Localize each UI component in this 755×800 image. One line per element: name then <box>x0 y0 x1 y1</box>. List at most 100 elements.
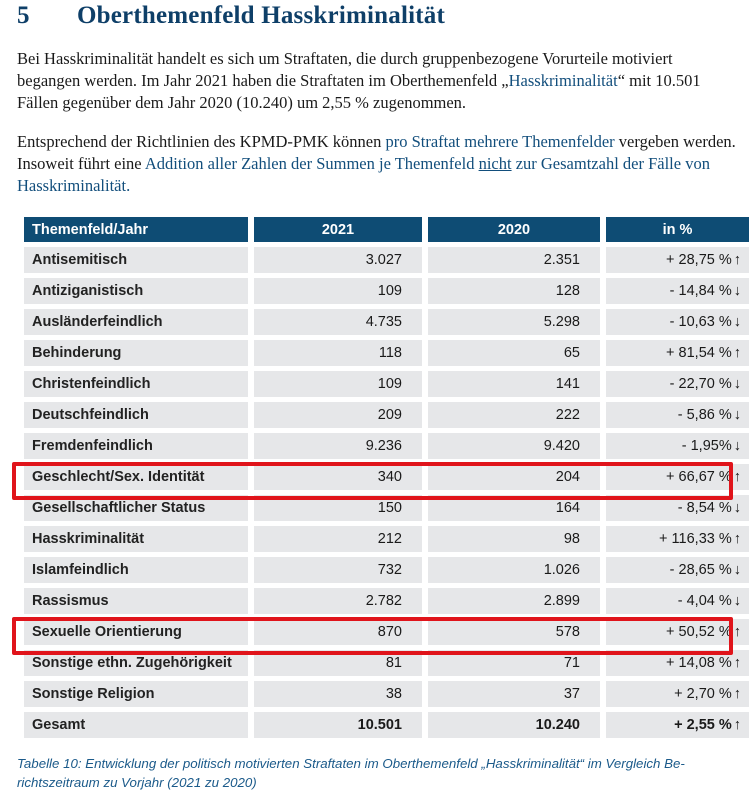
percent-change: + 50,52 % ↑ <box>606 619 749 645</box>
percent-value: + 116,33 % <box>659 531 732 547</box>
value-2021: 212 <box>254 526 422 552</box>
arrow-up-icon: ↑ <box>733 469 741 485</box>
value-2021: 3.027 <box>254 247 422 273</box>
table-row: Antisemitisch 3.027 2.351 + 28,75 % ↑ <box>24 247 749 273</box>
arrow-down-icon: ↓ <box>733 314 741 330</box>
percent-value: + 14,08 % <box>666 655 732 671</box>
arrow-up-icon: ↑ <box>733 624 741 640</box>
percent-change: - 1,95% ↓ <box>606 433 749 459</box>
arrow-up-icon: ↑ <box>733 531 741 547</box>
table-row: Rassismus 2.782 2.899 - 4,04 % ↓ <box>24 588 749 614</box>
intro-paragraph: Bei Hasskriminalität handelt es sich um … <box>17 48 737 114</box>
row-label: Deutschfeindlich <box>24 402 248 428</box>
row-label: Sonstige Religion <box>24 681 248 707</box>
table-row: Fremdenfeindlich 9.236 9.420 - 1,95% ↓ <box>24 433 749 459</box>
arrow-down-icon: ↓ <box>733 438 741 454</box>
row-label: Geschlecht/Sex. Identität <box>24 464 248 490</box>
row-label: Islamfeindlich <box>24 557 248 583</box>
percent-change: - 5,86 % ↓ <box>606 402 749 428</box>
percent-change: + 28,75 % ↑ <box>606 247 749 273</box>
arrow-down-icon: ↓ <box>733 407 741 423</box>
percent-value: + 50,52 % <box>666 624 732 640</box>
row-label: Sexuelle Orientierung <box>24 619 248 645</box>
percent-change: - 22,70 % ↓ <box>606 371 749 397</box>
value-2020: 578 <box>428 619 600 645</box>
value-2020: 10.240 <box>428 712 600 738</box>
value-2021: 732 <box>254 557 422 583</box>
table-row: Islamfeindlich 732 1.026 - 28,65 % ↓ <box>24 557 749 583</box>
value-2020: 222 <box>428 402 600 428</box>
percent-value: + 66,67 % <box>666 469 732 485</box>
row-label: Antisemitisch <box>24 247 248 273</box>
percent-change: + 81,54 % ↑ <box>606 340 749 366</box>
table-row: Sonstige Religion 38 37 + 2,70 % ↑ <box>24 681 749 707</box>
percent-change: + 116,33 % ↑ <box>606 526 749 552</box>
row-label: Ausländerfeindlich <box>24 309 248 335</box>
section-heading: 5 Oberthemenfeld Hasskriminalität <box>17 2 445 30</box>
value-2021: 340 <box>254 464 422 490</box>
table-header-row: Themenfeld/Jahr 2021 2020 in % <box>24 217 749 242</box>
percent-change: - 28,65 % ↓ <box>606 557 749 583</box>
highlight-box <box>12 462 733 500</box>
text: “ mit 10.501 Fällen gegenüber dem Jahr 2… <box>17 71 701 112</box>
text: Entsprechend der Richtlinien des KPMD-PM… <box>17 132 386 151</box>
value-2021: 9.236 <box>254 433 422 459</box>
value-2020: 5.298 <box>428 309 600 335</box>
row-label: Behinderung <box>24 340 248 366</box>
column-header: 2020 <box>428 217 600 242</box>
value-2021: 109 <box>254 278 422 304</box>
row-label: Fremdenfeindlich <box>24 433 248 459</box>
percent-change: + 2,55 % ↑ <box>606 712 749 738</box>
column-header: Themenfeld/Jahr <box>24 217 248 242</box>
percent-value: - 22,70 % <box>669 376 732 392</box>
arrow-up-icon: ↑ <box>733 686 741 702</box>
percent-value: + 2,70 % <box>674 686 732 702</box>
table-row: Christenfeindlich 109 141 - 22,70 % ↓ <box>24 371 749 397</box>
value-2021: 2.782 <box>254 588 422 614</box>
percent-value: - 28,65 % <box>669 562 732 578</box>
value-2020: 1.026 <box>428 557 600 583</box>
percent-value: + 81,54 % <box>666 345 732 361</box>
value-2020: 65 <box>428 340 600 366</box>
hate-crime-table: Themenfeld/Jahr 2021 2020 in % Antisemit… <box>18 212 755 743</box>
arrow-down-icon: ↓ <box>733 500 741 516</box>
arrow-up-icon: ↑ <box>733 717 741 733</box>
highlight-text: Addition aller Zahlen der Summen je Them… <box>144 154 479 173</box>
value-2020: 98 <box>428 526 600 552</box>
value-2020: 37 <box>428 681 600 707</box>
arrow-down-icon: ↓ <box>733 562 741 578</box>
underlined-text: nicht <box>478 154 512 173</box>
table-row: Antiziganistisch 109 128 - 14,84 % ↓ <box>24 278 749 304</box>
table-row: Hasskriminalität 212 98 + 116,33 % ↑ <box>24 526 749 552</box>
percent-value: - 10,63 % <box>669 314 732 330</box>
percent-value: - 5,86 % <box>677 407 732 423</box>
row-label: Rassismus <box>24 588 248 614</box>
text: verge­ben werden. Insoweit führt eine <box>17 132 736 173</box>
row-label: Christenfeindlich <box>24 371 248 397</box>
section-number: 5 <box>17 2 30 29</box>
percent-value: - 4,04 % <box>677 593 732 609</box>
percent-change: + 2,70 % ↑ <box>606 681 749 707</box>
value-2021: 4.735 <box>254 309 422 335</box>
table-caption: Tabelle 10: Entwicklung der politisch mo… <box>17 756 685 790</box>
column-header: in % <box>606 217 749 242</box>
percent-value: - 14,84 % <box>669 283 732 299</box>
row-label: Antiziganistisch <box>24 278 248 304</box>
arrow-down-icon: ↓ <box>733 283 741 299</box>
value-2020: 204 <box>428 464 600 490</box>
value-2021: 870 <box>254 619 422 645</box>
value-2021: 209 <box>254 402 422 428</box>
table-row: Sexuelle Orientierung 870 578 + 50,52 % ↑ <box>24 619 749 645</box>
highlight-text: pro Straftat mehrere Themenfelder <box>385 132 615 151</box>
arrow-up-icon: ↑ <box>733 252 741 268</box>
value-2020: 2.351 <box>428 247 600 273</box>
percent-change: - 14,84 % ↓ <box>606 278 749 304</box>
highlight-text: zur Ge­samtzahl der Fälle von Hasskrimin… <box>17 154 710 195</box>
percent-change: - 10,63 % ↓ <box>606 309 749 335</box>
percent-change: - 4,04 % ↓ <box>606 588 749 614</box>
value-2021: 10.501 <box>254 712 422 738</box>
percent-value: - 1,95% <box>681 438 732 454</box>
table-row: Geschlecht/Sex. Identität 340 204 + 66,6… <box>24 464 749 490</box>
percent-change: + 66,67 % ↑ <box>606 464 749 490</box>
row-label: Gesamt <box>24 712 248 738</box>
